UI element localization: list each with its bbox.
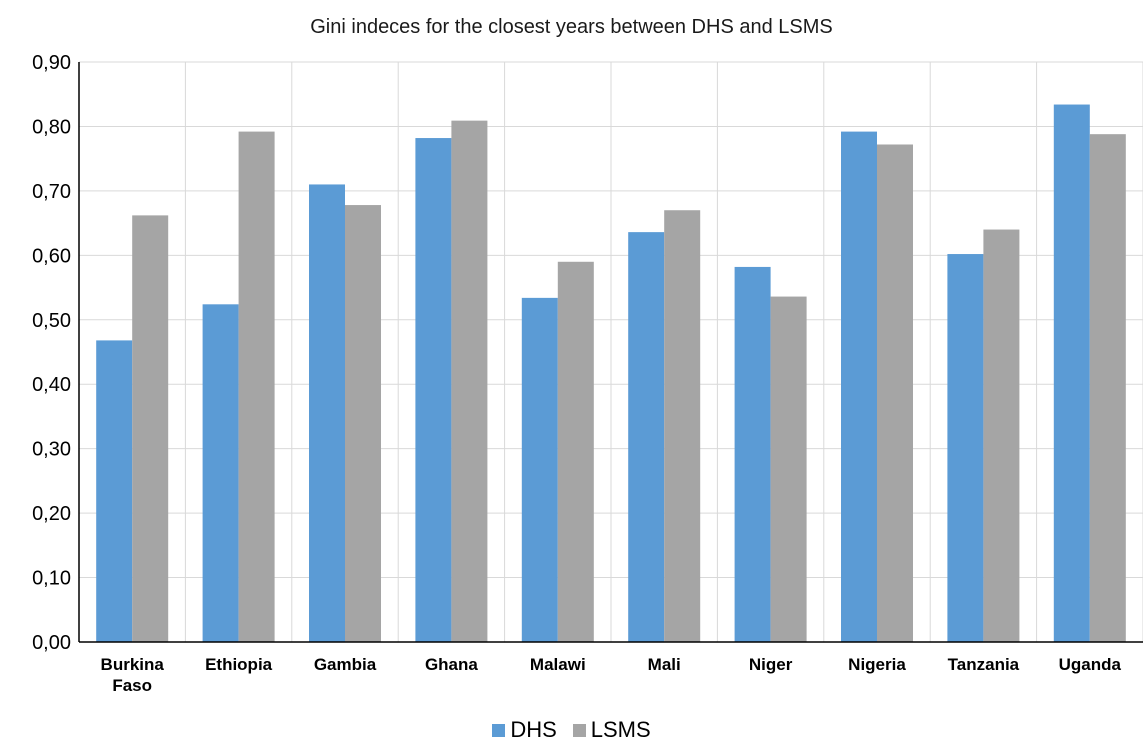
x-tick-label: Tanzania — [948, 655, 1020, 674]
legend-item-lsms: LSMS — [572, 717, 651, 743]
bar-dhs — [947, 254, 984, 643]
legend-item-dhs: DHS — [492, 717, 557, 743]
chart-title: Gini indeces for the closest years betwe… — [310, 16, 833, 38]
legend-swatch-lsms — [572, 723, 586, 737]
bar-dhs — [734, 266, 771, 642]
legend: DHS LSMS — [0, 717, 1143, 743]
bar-lsms — [1089, 134, 1126, 642]
y-tick-label: 0,80 — [32, 116, 71, 138]
bar-dhs — [202, 304, 239, 642]
bar-lsms — [238, 131, 275, 642]
bar-dhs — [841, 131, 877, 642]
y-tick-label: 0,10 — [32, 568, 71, 590]
bar-dhs — [309, 184, 345, 642]
y-tick-label: 0,30 — [32, 439, 71, 461]
bar-lsms — [770, 296, 807, 642]
x-tick-label: Uganda — [1059, 655, 1122, 674]
y-tick-label: 0,40 — [32, 374, 71, 396]
y-tick-label: 0,60 — [32, 245, 71, 267]
bar-lsms — [877, 144, 913, 642]
bar-lsms — [345, 205, 381, 643]
y-tick-label: 0,50 — [32, 310, 71, 332]
legend-swatch-dhs — [492, 723, 506, 737]
x-tick-label: Burkina — [101, 655, 165, 674]
bar-lsms — [557, 261, 594, 642]
legend-label-dhs: DHS — [510, 717, 557, 742]
x-tick-label: Faso — [112, 676, 152, 695]
x-tick-label: Nigeria — [848, 655, 906, 674]
bar-dhs — [415, 138, 452, 643]
bar-dhs — [521, 297, 558, 642]
bar-dhs — [96, 340, 133, 642]
x-tick-label: Mali — [648, 655, 681, 674]
y-tick-label: 0,00 — [32, 632, 71, 654]
legend-label-lsms: LSMS — [590, 717, 651, 742]
x-tick-label: Malawi — [530, 655, 586, 674]
y-tick-label: 0,90 — [32, 52, 71, 74]
bar-lsms — [664, 210, 701, 642]
x-tick-label: Niger — [749, 655, 793, 674]
x-tick-label: Ghana — [425, 655, 478, 674]
bar-lsms — [451, 120, 488, 642]
y-tick-label: 0,20 — [32, 503, 71, 525]
bar-dhs — [1053, 104, 1090, 643]
x-tick-label: Ethiopia — [205, 655, 273, 674]
bar-lsms — [983, 229, 1020, 643]
bar-dhs — [628, 232, 665, 642]
y-tick-label: 0,70 — [32, 181, 71, 203]
bar-lsms — [132, 215, 169, 642]
x-tick-label: Gambia — [314, 655, 377, 674]
